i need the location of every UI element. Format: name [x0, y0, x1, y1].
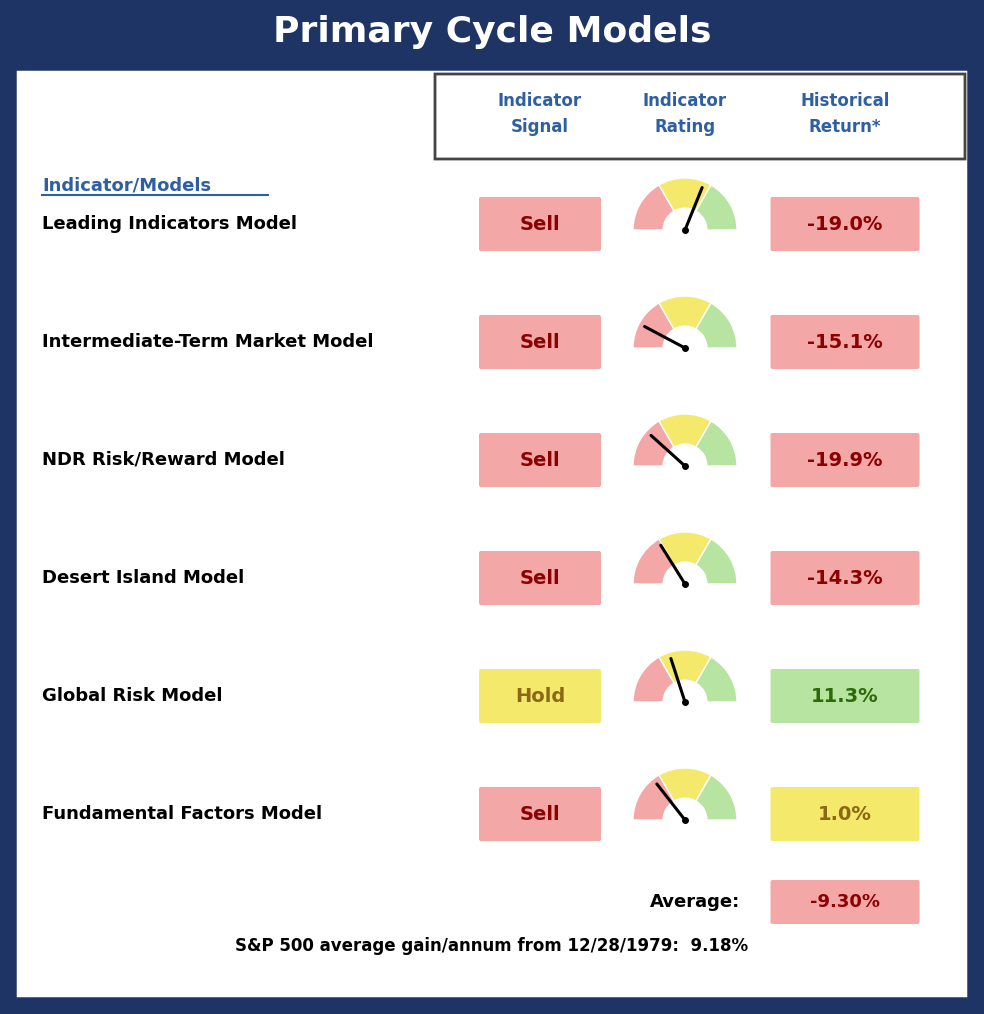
FancyBboxPatch shape: [479, 197, 601, 251]
Text: Global Risk Model: Global Risk Model: [42, 687, 222, 705]
Wedge shape: [659, 532, 711, 565]
Wedge shape: [696, 539, 737, 584]
Text: Sell: Sell: [520, 569, 560, 587]
Wedge shape: [633, 657, 674, 702]
Text: Intermediate-Term Market Model: Intermediate-Term Market Model: [42, 333, 374, 351]
Wedge shape: [659, 768, 711, 801]
FancyBboxPatch shape: [479, 433, 601, 487]
Wedge shape: [659, 178, 711, 211]
Text: NDR Risk/Reward Model: NDR Risk/Reward Model: [42, 451, 285, 469]
FancyBboxPatch shape: [770, 880, 919, 924]
Wedge shape: [696, 775, 737, 820]
FancyBboxPatch shape: [770, 315, 919, 369]
Wedge shape: [633, 303, 674, 348]
Text: Historical
Return*: Historical Return*: [800, 92, 890, 136]
Text: Primary Cycle Models: Primary Cycle Models: [273, 15, 711, 49]
FancyBboxPatch shape: [479, 551, 601, 605]
FancyBboxPatch shape: [770, 433, 919, 487]
Wedge shape: [696, 303, 737, 348]
Wedge shape: [633, 421, 674, 466]
FancyBboxPatch shape: [770, 787, 919, 841]
Text: -9.30%: -9.30%: [810, 893, 880, 911]
FancyBboxPatch shape: [0, 0, 984, 64]
FancyBboxPatch shape: [479, 315, 601, 369]
FancyBboxPatch shape: [479, 787, 601, 841]
Text: Sell: Sell: [520, 215, 560, 233]
Text: Leading Indicators Model: Leading Indicators Model: [42, 215, 297, 233]
FancyBboxPatch shape: [770, 197, 919, 251]
Text: 1.0%: 1.0%: [818, 804, 872, 823]
Text: Hold: Hold: [515, 686, 565, 706]
Text: Indicator
Rating: Indicator Rating: [643, 92, 727, 136]
Text: 11.3%: 11.3%: [811, 686, 879, 706]
FancyBboxPatch shape: [435, 74, 965, 159]
Wedge shape: [633, 185, 674, 230]
Text: Indicator/Models: Indicator/Models: [42, 177, 212, 195]
Text: Desert Island Model: Desert Island Model: [42, 569, 244, 587]
Text: Fundamental Factors Model: Fundamental Factors Model: [42, 805, 322, 823]
Text: Sell: Sell: [520, 804, 560, 823]
Wedge shape: [659, 296, 711, 330]
Wedge shape: [696, 185, 737, 230]
Text: Average:: Average:: [649, 893, 740, 911]
Wedge shape: [696, 421, 737, 466]
Text: S&P 500 average gain/annum from 12/28/1979:  9.18%: S&P 500 average gain/annum from 12/28/19…: [235, 937, 749, 955]
FancyBboxPatch shape: [770, 669, 919, 723]
Text: Indicator
Signal: Indicator Signal: [498, 92, 583, 136]
FancyBboxPatch shape: [479, 669, 601, 723]
Wedge shape: [696, 657, 737, 702]
Text: -14.3%: -14.3%: [807, 569, 883, 587]
Text: -15.1%: -15.1%: [807, 333, 883, 352]
Wedge shape: [633, 775, 674, 820]
Wedge shape: [659, 414, 711, 447]
Wedge shape: [659, 650, 711, 683]
Wedge shape: [633, 539, 674, 584]
Text: Sell: Sell: [520, 450, 560, 469]
Text: Sell: Sell: [520, 333, 560, 352]
FancyBboxPatch shape: [770, 551, 919, 605]
Text: -19.9%: -19.9%: [807, 450, 883, 469]
FancyBboxPatch shape: [15, 69, 969, 999]
Text: -19.0%: -19.0%: [807, 215, 883, 233]
